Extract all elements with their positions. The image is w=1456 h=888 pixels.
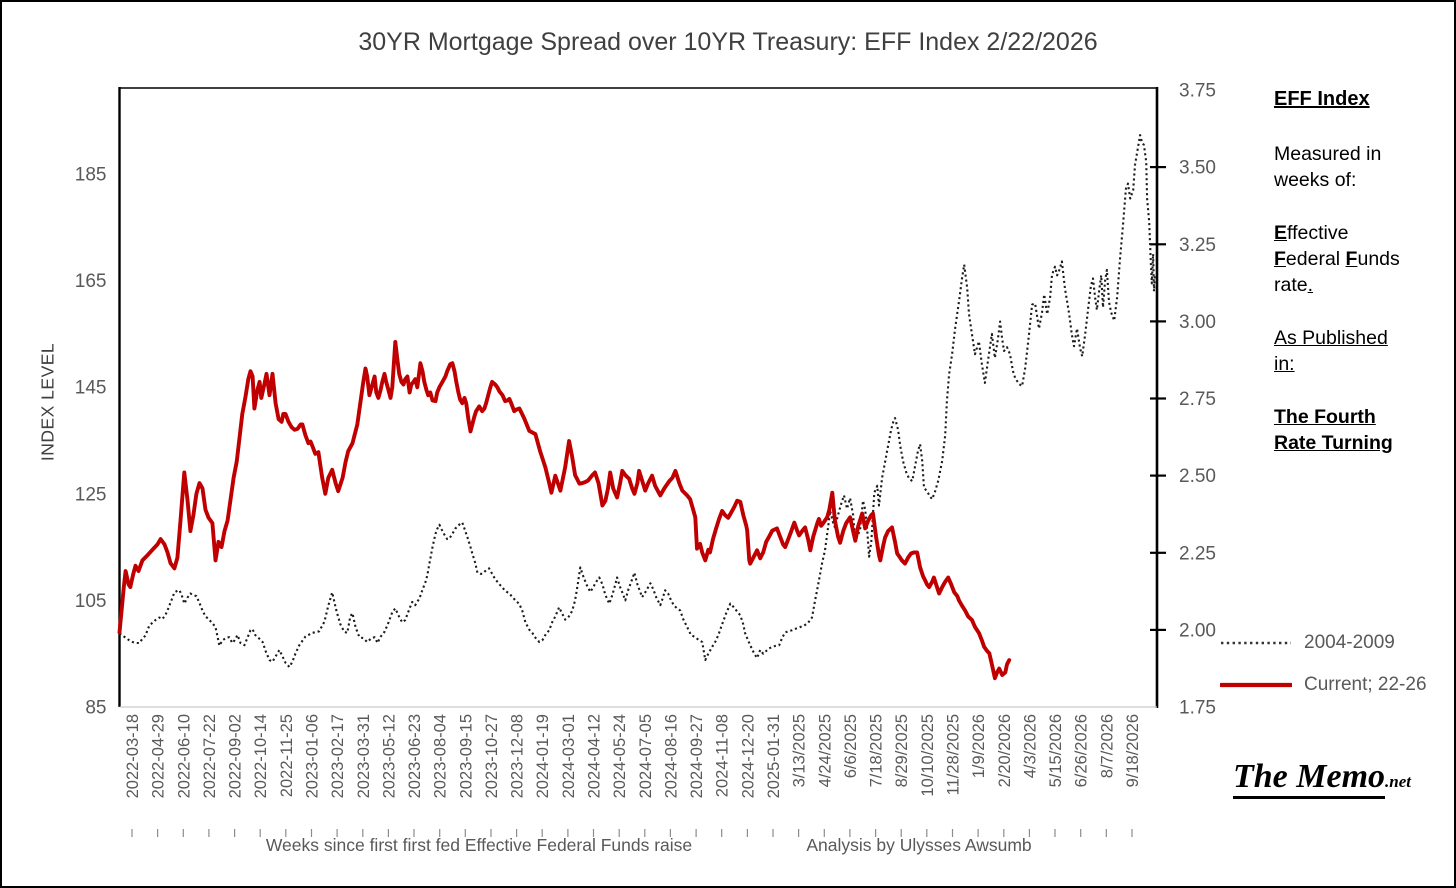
x-axis-tick-label: 6/26/2026: [1073, 714, 1091, 787]
x-axis-tick-label: 7/18/2025: [868, 714, 886, 787]
memo-logo-suffix: .net: [1385, 772, 1412, 791]
x-axis-tick-label: 2024-11-08: [714, 714, 732, 797]
x-axis-tick-label: 9/18/2026: [1124, 714, 1142, 787]
x-axis-tick-label: 2023-05-12: [380, 714, 398, 798]
side-panel-block: Measured in weeks of:: [1274, 143, 1382, 191]
x-axis-tick-label: 6/6/2025: [842, 714, 860, 778]
side-panel-heading: EFF Index: [1274, 88, 1370, 110]
x-axis-tick-label: 2023-02-17: [329, 714, 347, 798]
x-axis-tick-label: 2024-04-12: [586, 714, 604, 798]
y-axis-right-tick-label: 2.25: [1179, 543, 1216, 564]
y-axis-right-tick-label: 2.00: [1179, 620, 1216, 641]
y-axis-left-tick-label: 85: [85, 698, 106, 719]
legend: 2004-2009 Current; 22-26: [1220, 630, 1427, 714]
y-axis-right-tick-label: 2.75: [1179, 389, 1216, 410]
side-panel-block: Effective Federal Funds rate.: [1274, 222, 1400, 296]
x-axis-tick-label: 2022-10-14: [252, 714, 270, 798]
x-axis-tick-label: 2022-09-02: [227, 714, 245, 798]
y-axis-left-tick-label: 145: [75, 378, 107, 399]
y-axis-right-tick-label: 2.50: [1179, 466, 1216, 487]
y-axis-left-tick-label: 185: [75, 165, 107, 186]
side-panel: EFF Index Measured in weeks of: Effective F…: [1274, 86, 1450, 483]
y-axis-left-tick-label: 105: [75, 591, 107, 612]
y-axis-right-tick-label: 1.75: [1179, 698, 1216, 719]
solid-line-swatch-icon: [1220, 682, 1292, 688]
series-line-current-22-26: [117, 339, 1012, 681]
y-axis-left-tick-label: 165: [75, 271, 107, 292]
x-axis-tick-label: 2022-04-29: [150, 714, 168, 798]
x-axis-tick-label: 2023-01-06: [304, 714, 322, 798]
x-axis-tick-label: 8/29/2025: [893, 714, 911, 787]
legend-label: 2004-2009: [1304, 632, 1395, 653]
memo-logo-main: The Memo: [1233, 758, 1386, 799]
y-axis-left-tick-label: 125: [75, 484, 107, 505]
x-axis-tick-label: 5/15/2026: [1047, 714, 1065, 787]
x-axis-tick-label: 2024-12-20: [739, 714, 757, 798]
x-axis-tick-label: 2024-08-16: [662, 714, 680, 798]
x-axis-tick-label: 2024-07-05: [637, 714, 655, 798]
x-axis-tick-label: 2023-09-15: [457, 714, 475, 798]
x-axis-tick-label: 2024-09-27: [688, 714, 706, 798]
x-axis-tick-label: 2025-01-31: [765, 714, 783, 798]
x-axis-tick-label: 2023-12-08: [509, 714, 527, 798]
y-axis-right-tick-label: 3.75: [1179, 81, 1216, 102]
x-axis-tick-label: 4/24/2025: [816, 714, 834, 787]
legend-label: Current; 22-26: [1304, 674, 1427, 695]
x-axis-tick-label: 2022-07-22: [201, 714, 219, 798]
x-axis-tick-label: 4/3/2026: [1021, 714, 1039, 778]
x-axis-caption: Weeks since first first fed Effective Fe…: [265, 835, 693, 855]
x-axis-tick-label: 2022-03-18: [124, 714, 142, 798]
dotted-line-swatch-icon: [1221, 641, 1291, 645]
y-axis-right-tick-label: 3.00: [1179, 312, 1216, 333]
x-axis-tick-label: 2023-06-23: [406, 714, 424, 798]
x-axis-tick-label: 2022-11-25: [278, 714, 296, 797]
x-axis-tick-label: 8/7/2026: [1098, 714, 1116, 778]
x-axis-tick-label: 3/13/2025: [791, 714, 809, 787]
x-axis-tick-label: 2022-06-10: [175, 714, 193, 798]
x-axis-tick-label: 11/28/2025: [945, 714, 963, 795]
legend-item-2004-2009: 2004-2009: [1220, 630, 1427, 656]
x-axis-tick-label: 1/9/2026: [970, 714, 988, 778]
x-axis-tick-label: 2024-03-01: [560, 714, 578, 798]
x-axis-tick-label: 2024-05-24: [611, 714, 629, 798]
side-panel-block: As Published in:: [1274, 327, 1388, 375]
legend-item-current: Current; 22-26: [1220, 672, 1427, 698]
x-axis-tick-label: 2024-01-19: [534, 714, 552, 798]
x-axis-tick-label: 2023-10-27: [483, 714, 501, 798]
y-axis-right-tick-label: 3.25: [1179, 235, 1216, 256]
side-panel-text: Measured in weeks of: Effective Federal Fun…: [1274, 141, 1450, 456]
memo-logo: The Memo.net: [1233, 758, 1412, 799]
x-axis-tick-label: 2023-03-31: [355, 714, 373, 798]
x-axis-tick-label: 2/20/2026: [996, 714, 1014, 787]
x-axis-tick-label: 10/10/2025: [919, 714, 937, 797]
x-axis-tick-label: 2023-08-04: [432, 714, 450, 798]
side-panel-block: The Fourth Rate Turning: [1274, 406, 1393, 454]
credit-caption: Analysis by Ulysses Awsumb: [806, 835, 1032, 855]
chart-title: 30YR Mortgage Spread over 10YR Treasury:…: [358, 28, 1098, 56]
y-axis-right-tick-label: 3.50: [1179, 158, 1216, 179]
series-line-2004-2009: [118, 134, 1156, 669]
